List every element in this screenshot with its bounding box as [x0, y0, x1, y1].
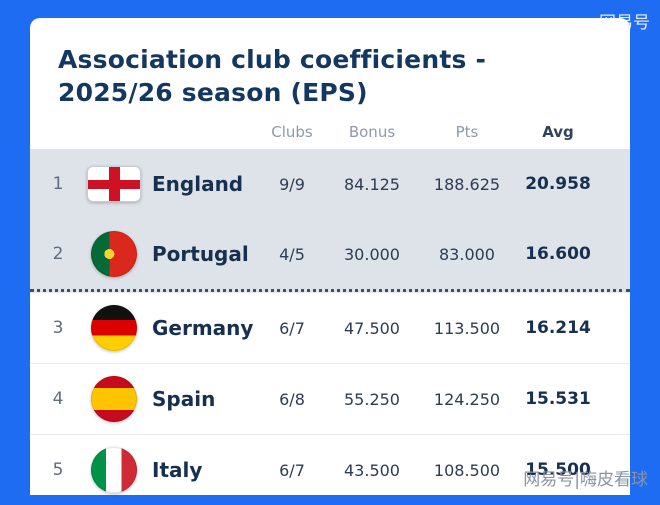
- column-header-avg: Avg: [542, 123, 574, 141]
- clubs-value: 6/7: [279, 318, 305, 338]
- rank-number: 1: [52, 174, 64, 194]
- country-name: Germany: [152, 316, 254, 340]
- table-row: 3 Germany 6/7 47.500 113.500 16.214: [30, 292, 630, 363]
- rank-number: 3: [52, 318, 64, 338]
- column-header-clubs: Clubs: [271, 123, 313, 141]
- column-header-bonus: Bonus: [348, 123, 396, 141]
- germany-flag-icon: [91, 305, 137, 351]
- country-name: England: [152, 172, 244, 196]
- avg-value: 15.500: [525, 460, 591, 480]
- page-title-line2: 2025/26 season (EPS): [58, 77, 368, 107]
- avg-value: 16.600: [525, 244, 591, 264]
- rank-number: 5: [52, 460, 64, 480]
- table-row: 5 Italy 6/7 43.500 108.500 15.500: [30, 434, 630, 505]
- table-row: 1 England 9/9 84.125 188.625 20.958: [30, 149, 630, 219]
- watermark-bottom-right: 网易号|嗨皮看球: [523, 470, 648, 490]
- page-title: Association club coefficients - 2025/26 …: [30, 18, 630, 109]
- bonus-value: 84.125: [344, 174, 400, 194]
- rank-number: 2: [52, 244, 64, 264]
- avg-value: 20.958: [525, 174, 591, 194]
- clubs-value: 6/8: [279, 389, 305, 409]
- clubs-value: 9/9: [279, 174, 305, 194]
- watermark-top-right: 网易号: [599, 13, 650, 33]
- rank-number: 4: [52, 389, 64, 409]
- italy-flag-icon: [91, 447, 137, 493]
- bonus-value: 47.500: [344, 318, 400, 338]
- table-row: 4 Spain 6/8 55.250 124.250 15.531: [30, 363, 630, 434]
- clubs-value: 6/7: [279, 460, 305, 480]
- pts-value: 108.500: [433, 460, 501, 480]
- avg-value: 15.531: [525, 389, 591, 409]
- country-name: Spain: [152, 387, 216, 411]
- avg-value: 16.214: [525, 318, 591, 338]
- pts-value: 113.500: [433, 318, 501, 338]
- pts-value: 83.000: [439, 244, 495, 264]
- bonus-value: 30.000: [344, 244, 400, 264]
- country-name: Portugal: [152, 242, 249, 266]
- table-header-row: Clubs Bonus Pts Avg: [30, 115, 630, 149]
- column-header-pts: Pts: [455, 123, 479, 141]
- country-name: Italy: [152, 458, 203, 482]
- table-row: 2 Portugal 4/5 30.000 83.000 16.600: [30, 219, 630, 292]
- clubs-value: 4/5: [279, 244, 305, 264]
- coefficients-rows: 1 England 9/9 84.125 188.625 20.958 2 Po…: [30, 149, 630, 505]
- pts-value: 124.250: [433, 389, 501, 409]
- england-flag-icon: [87, 166, 141, 202]
- coefficients-card: Association club coefficients - 2025/26 …: [30, 18, 630, 495]
- portugal-flag-icon: [91, 231, 137, 277]
- spain-flag-icon: [91, 376, 137, 422]
- bonus-value: 55.250: [344, 389, 400, 409]
- page-title-line1: Association club coefficients -: [58, 45, 487, 74]
- pts-value: 188.625: [433, 174, 501, 194]
- bonus-value: 43.500: [344, 460, 400, 480]
